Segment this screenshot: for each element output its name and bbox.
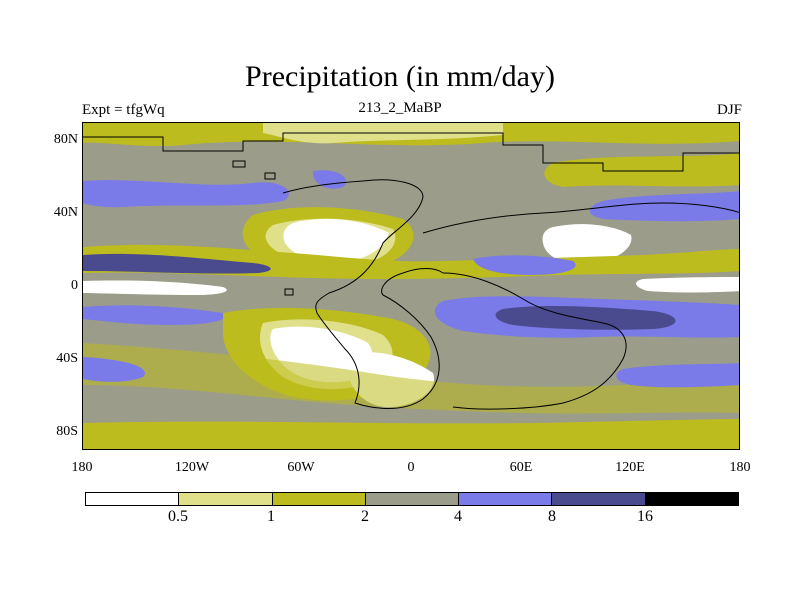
lat-label-0: 0 [71,278,78,293]
lon-label-60w: 60W [287,460,315,475]
region-antarctic-band [83,419,739,449]
lon-label-0: 0 [407,460,415,475]
region-south-storm-track [83,343,739,414]
lon-label-60e: 60E [509,460,533,475]
lon-label-180e: 180 [729,460,751,475]
north-polar-coast [83,132,739,172]
season-label: DJF [716,102,742,118]
south-landmass-coast [442,272,627,410]
colorbar-label-0-5: 0.5 [168,508,188,525]
region-south-pacific [83,305,226,325]
region-pacific-storm-track [83,180,289,208]
colorbar-label-16: 16 [637,508,653,525]
colorbar-label-8: 8 [548,508,556,525]
lat-label-80s: 80S [56,424,78,439]
region-south-indian-blue [616,363,739,388]
lon-label-120e: 120E [615,460,645,475]
region-south-pacific-blue [83,357,145,382]
map-title: Precipitation (in mm/day) [245,60,555,93]
lon-label-120w: 120W [174,460,210,475]
region-atlantic-storm [312,170,347,189]
region-north-dry-core [283,218,389,264]
lat-label-40n: 40N [53,205,78,220]
region-asia-storm-track [589,191,739,222]
lon-label-180w: 180 [71,460,93,475]
colorbar-seg-2 [272,493,366,505]
coastlines [83,132,739,410]
region-equatorial-dry-west [83,280,227,295]
region-indian-ocean-north [473,255,576,275]
colorbar-seg-6 [645,493,738,505]
region-asia-band [544,153,739,187]
region-equatorial-dry-east [636,277,739,293]
colorbar-label-2: 2 [361,508,369,525]
map-svg [83,123,739,449]
colorbar-seg-4 [459,493,553,505]
precipitation-map [82,122,740,450]
colorbar-label-1: 1 [267,508,275,525]
lat-label-80n: 80N [53,132,78,147]
region-south-convection-core [495,305,676,330]
colorbar-seg-0 [86,493,180,505]
colorbar-seg-5 [552,493,646,505]
region-pacific-itcz-north [83,253,271,274]
equatorial-island [284,288,294,296]
period-label: 213_2_MaBP [358,100,442,116]
experiment-label: Expt = tfgWq [82,102,165,118]
colorbar-seg-3 [365,493,460,505]
colorbar-label-4: 4 [454,508,462,525]
eurasia-coast [422,202,739,234]
lat-label-40s: 40S [56,351,78,366]
americas-africa-coast [282,179,444,409]
region-asia-dry-core [542,224,632,265]
colorbar-seg-1 [179,493,273,505]
colorbar [85,492,739,506]
north-islands [232,160,276,180]
